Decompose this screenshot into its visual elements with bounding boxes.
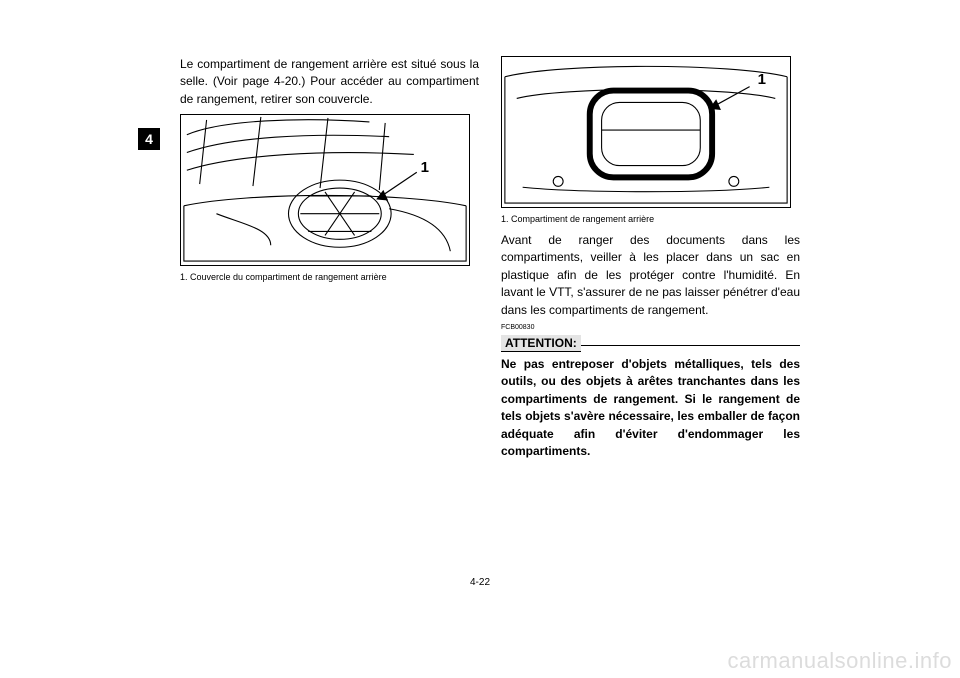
page-content-columns: Le compartiment de rangement arrière est… (180, 56, 800, 460)
attention-underline (581, 338, 800, 346)
intro-paragraph: Le compartiment de rangement arrière est… (180, 56, 479, 108)
figure-rear-storage-compartment: 1 (501, 56, 791, 208)
reference-code: FCB00830 (501, 324, 800, 331)
left-column: Le compartiment de rangement arrière est… (180, 56, 479, 460)
figure-rear-storage-cover: 1 (180, 114, 470, 266)
figure1-caption: 1. Couvercle du compartiment de rangemen… (180, 272, 479, 282)
page-number: 4-22 (470, 577, 490, 588)
figure1-callout-label: 1 (421, 159, 429, 176)
storage-advice-paragraph: Avant de ranger des documents dans les c… (501, 232, 800, 319)
watermark-text: carmanualsonline.info (727, 648, 952, 674)
figure2-caption: 1. Compartiment de rangement arrière (501, 214, 800, 224)
attention-heading-row: ATTENTION: (501, 333, 800, 352)
figure2-callout-label: 1 (758, 71, 766, 88)
figure1-illustration (181, 115, 469, 265)
chapter-tab: 4 (138, 128, 160, 150)
attention-label: ATTENTION: (501, 335, 581, 352)
right-column: 1 1. Compartiment de rangement arrière A… (501, 56, 800, 460)
attention-paragraph: Ne pas entreposer d'objets métalliques, … (501, 356, 800, 460)
figure2-illustration (502, 57, 790, 207)
manual-page: 4 Le compartiment de rangement arrière e… (0, 0, 960, 678)
